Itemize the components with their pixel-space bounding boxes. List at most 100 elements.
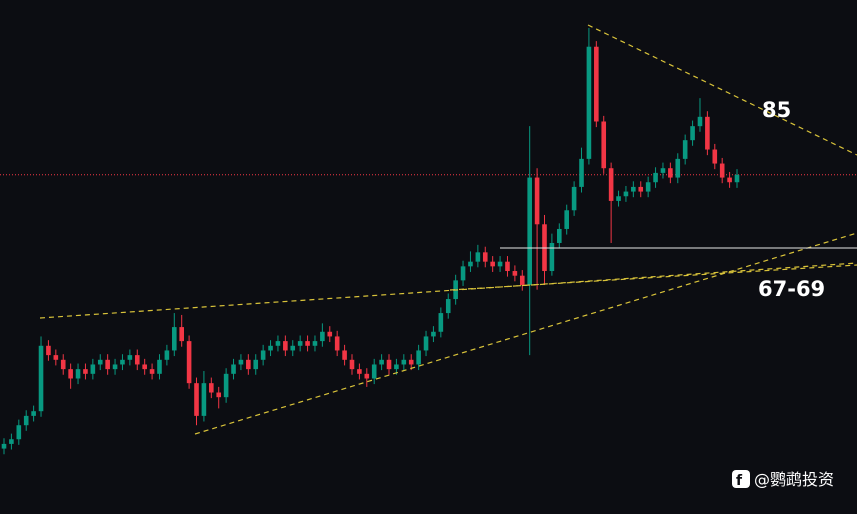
- candle-body: [519, 275, 525, 286]
- candle-body: [571, 186, 577, 211]
- candle-body: [653, 172, 658, 183]
- candle-body: [90, 364, 96, 374]
- watermark-icon: [732, 470, 750, 488]
- candle-body: [68, 369, 73, 379]
- candle-body: [594, 46, 599, 122]
- candles: [1, 28, 740, 455]
- candle-body: [194, 383, 199, 416]
- candle-body: [371, 364, 377, 379]
- candle-body: [216, 392, 222, 398]
- candle-body: [482, 252, 488, 262]
- trendlines: [39, 24, 857, 435]
- candle-body: [134, 355, 140, 365]
- candle-body: [253, 359, 259, 370]
- watermark-icon-glyph: f: [736, 473, 743, 489]
- candle-body: [690, 126, 695, 141]
- candle-body: [97, 359, 103, 365]
- candle-body: [460, 266, 466, 281]
- candle-body: [327, 331, 333, 337]
- candle-body: [127, 355, 133, 360]
- candle-body: [505, 261, 510, 272]
- candle-body: [423, 336, 429, 351]
- candle-body: [312, 341, 318, 346]
- candle-body: [357, 369, 362, 374]
- candle-body: [527, 177, 532, 286]
- candle-body: [305, 341, 310, 346]
- candle-body: [549, 242, 555, 272]
- candle-body: [534, 177, 540, 225]
- candle-body: [260, 350, 266, 360]
- candle-body: [401, 359, 407, 365]
- candle-body: [645, 182, 651, 192]
- candle-body: [616, 196, 621, 201]
- candle-body: [238, 359, 244, 365]
- candle-body: [608, 168, 614, 201]
- candle-body: [379, 359, 384, 365]
- candle-body: [660, 168, 666, 173]
- candle-body: [394, 364, 399, 370]
- candle-body: [342, 350, 347, 360]
- candle-body: [601, 121, 607, 169]
- candle-body: [408, 359, 414, 365]
- annotation: 67-69: [758, 277, 825, 301]
- candle-body: [682, 140, 688, 159]
- candle-body: [557, 228, 562, 243]
- candle-body: [283, 341, 288, 351]
- candle-body: [60, 359, 66, 370]
- candle-body: [468, 261, 473, 267]
- candle-body: [179, 327, 184, 342]
- candle-body: [705, 116, 710, 150]
- trendline: [449, 264, 857, 291]
- candle-body: [719, 163, 725, 178]
- candle-body: [579, 158, 584, 187]
- candle-body: [53, 355, 59, 360]
- candle-body: [734, 174, 740, 183]
- candle-body: [623, 191, 629, 197]
- candle-body: [142, 364, 147, 370]
- watermark-group: f @鹦鹉投资: [732, 470, 834, 489]
- candle-body: [445, 299, 451, 314]
- candle-body: [231, 364, 236, 374]
- candle-body: [416, 350, 421, 365]
- annotation: 85: [762, 98, 791, 122]
- candle-body: [186, 341, 192, 384]
- candle-body: [112, 364, 118, 370]
- candle-body: [334, 336, 340, 351]
- candle-body: [386, 359, 392, 370]
- candle-body: [46, 345, 51, 356]
- candle-body: [475, 252, 481, 262]
- candle-body: [364, 373, 370, 379]
- candle-body: [9, 439, 14, 444]
- candle-body: [697, 116, 703, 127]
- watermark: @鹦鹉投资: [754, 470, 834, 489]
- candle-body: [246, 359, 251, 370]
- candle-body: [727, 177, 732, 183]
- candle-body: [297, 341, 303, 346]
- candle-body: [171, 327, 177, 351]
- candle-body: [497, 261, 503, 267]
- candle-body: [675, 158, 681, 178]
- candle-body: [638, 186, 644, 192]
- candle-body: [586, 46, 592, 159]
- candle-body: [223, 373, 229, 398]
- candle-body: [564, 210, 570, 229]
- candle-body: [23, 415, 29, 426]
- candle-body: [631, 186, 636, 192]
- candle-body: [438, 313, 444, 332]
- trendline: [194, 232, 857, 435]
- candle-body: [38, 345, 44, 412]
- candle-body: [164, 350, 170, 360]
- trendline: [39, 262, 857, 319]
- candle-body: [75, 369, 81, 379]
- candle-body: [31, 411, 36, 416]
- candle-body: [120, 359, 125, 365]
- candle-body: [16, 425, 22, 440]
- candle-body: [149, 369, 155, 374]
- trendline: [587, 24, 857, 156]
- candle-body: [275, 341, 281, 346]
- candle-body: [105, 359, 110, 370]
- candle-body: [209, 383, 214, 393]
